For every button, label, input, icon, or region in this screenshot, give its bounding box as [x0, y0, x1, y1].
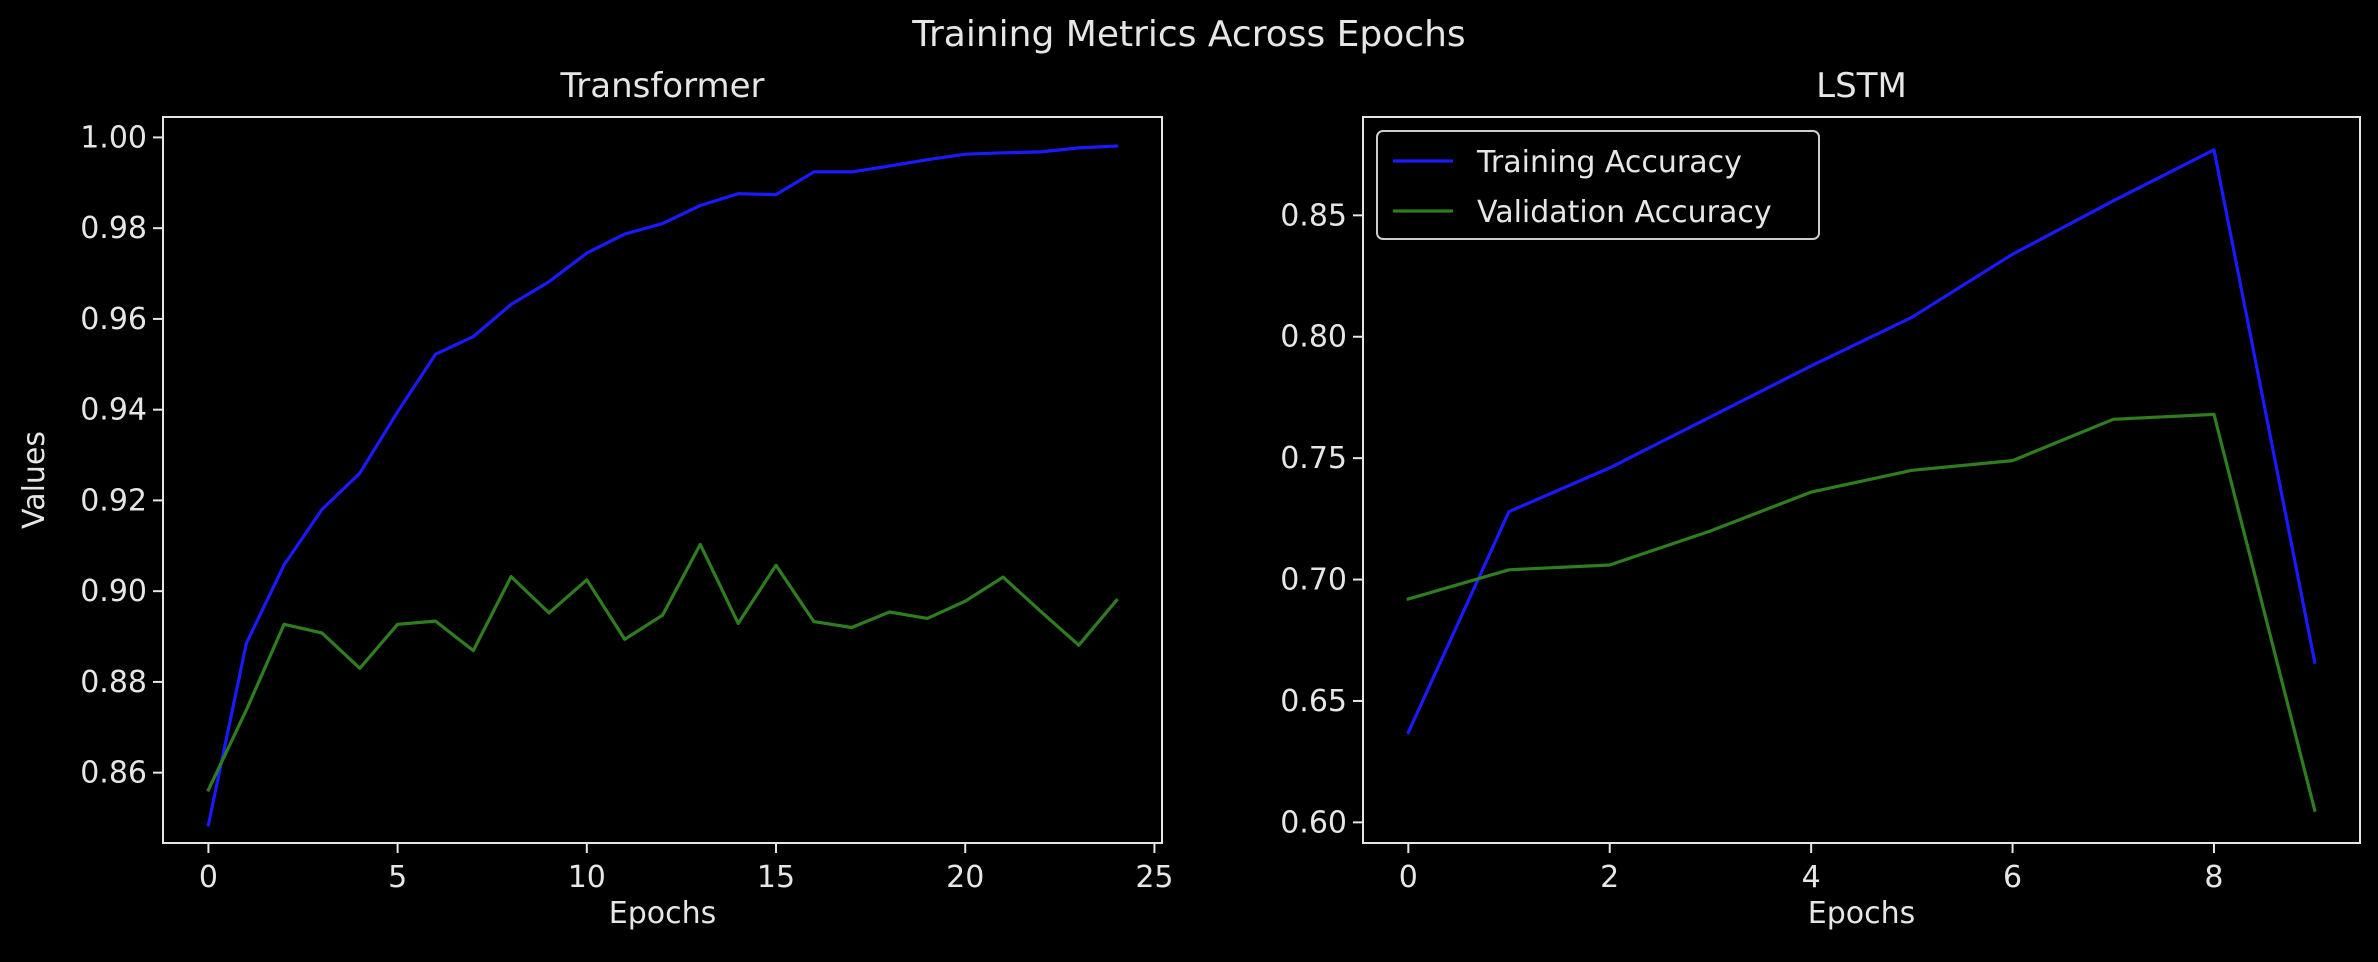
- legend-label: Training Accuracy: [1476, 145, 1742, 180]
- x-tick-label: 25: [1135, 860, 1173, 895]
- panel-title: Transformer: [559, 66, 764, 106]
- y-tick-label: 0.90: [80, 574, 147, 609]
- y-tick-label: 0.94: [80, 393, 147, 428]
- y-tick-label: 0.96: [80, 302, 147, 337]
- plot-frame: [162, 116, 1163, 844]
- series-line-validation-accuracy: [206, 542, 1119, 793]
- x-tick-label: 2: [1600, 860, 1619, 895]
- panel-title: LSTM: [1816, 66, 1907, 106]
- y-tick-label: 0.70: [1280, 563, 1347, 598]
- x-tick-label: 15: [757, 860, 795, 895]
- y-tick-label: 0.60: [1280, 805, 1347, 840]
- x-tick-label: 20: [946, 860, 984, 895]
- x-tick-label: 6: [2003, 860, 2022, 895]
- x-axis-label: Epochs: [1808, 896, 1916, 931]
- legend-label: Validation Accuracy: [1477, 195, 1772, 230]
- x-tick-label: 0: [199, 860, 218, 895]
- y-tick-label: 0.88: [80, 665, 147, 700]
- x-tick-label: 0: [1399, 860, 1418, 895]
- legend: Training Accuracy Validation Accuracy: [1376, 130, 1820, 240]
- y-tick-label: 0.80: [1280, 320, 1347, 355]
- legend-box: [1376, 130, 1820, 240]
- y-tick-label: 0.92: [80, 483, 147, 518]
- series-line-training-accuracy: [1406, 148, 2317, 735]
- x-tick-label: 10: [568, 860, 606, 895]
- x-tick-label: 8: [2204, 860, 2223, 895]
- y-axis-label: Values: [17, 431, 52, 529]
- x-axis-label: Epochs: [609, 896, 717, 931]
- figure-title: Training Metrics Across Epochs: [911, 14, 1465, 55]
- series-line-training-accuracy: [206, 144, 1119, 827]
- plot-frame: [1362, 116, 2361, 844]
- y-tick-label: 0.85: [1280, 198, 1347, 233]
- y-tick-label: 0.75: [1280, 441, 1347, 476]
- y-tick-label: 1.00: [80, 120, 147, 155]
- chart-panel-0: Transformer 0 5 10 15 20 25 0.86 0.88 0.90 0.92 0.9…: [17, 66, 1174, 931]
- x-tick-label: 5: [388, 860, 407, 895]
- y-tick-label: 0.98: [80, 211, 147, 246]
- y-tick-label: 0.65: [1280, 684, 1347, 719]
- x-tick-label: 4: [1802, 860, 1821, 895]
- chart-panel-1: LSTM 0 2 4 6 8 0.60 0.65 0.70 0.75 0.80 0.85 Epochs T…: [1280, 66, 2361, 931]
- series-line-validation-accuracy: [1406, 412, 2317, 813]
- y-tick-label: 0.86: [80, 756, 147, 791]
